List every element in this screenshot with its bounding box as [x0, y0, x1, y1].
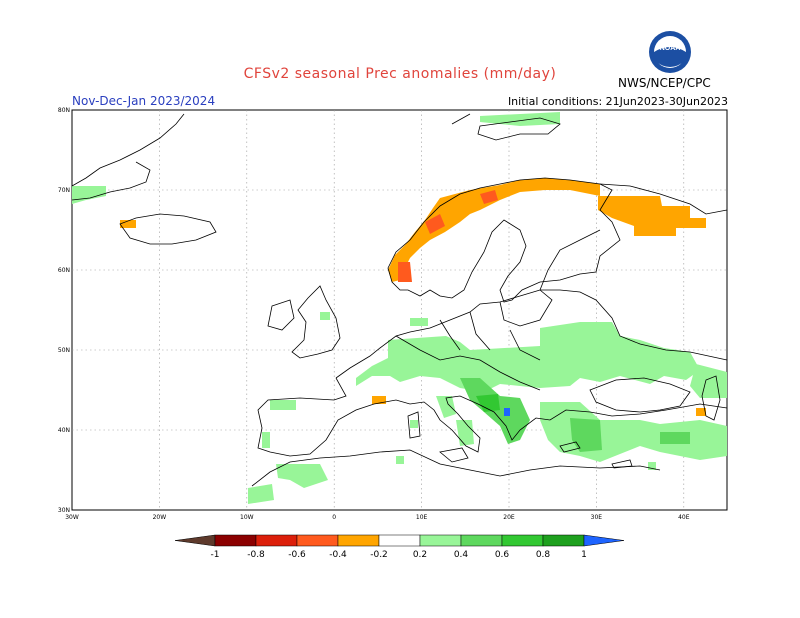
colorbar-extend-high	[583, 534, 625, 547]
colorbar-label: -0.2	[370, 550, 388, 560]
colorbar-segment	[255, 534, 298, 547]
organization-label: NWS/NCEP/CPC	[618, 76, 711, 90]
colorbar-label: 1	[581, 550, 587, 560]
lon-tick-label: 30W	[65, 514, 79, 521]
initial-conditions: Initial conditions: 21Jun2023-30Jun2023	[507, 95, 728, 108]
colorbar-label: 0.4	[454, 550, 469, 560]
forecast-period: Nov-Dec-Jan 2023/2024	[72, 94, 216, 108]
colorbar-segment	[419, 534, 462, 547]
lon-tick-label: 20E	[503, 514, 515, 521]
lon-tick-label: 40E	[678, 514, 690, 521]
colorbar: -1 -0.8 -0.6 -0.4 -0.2 0.2 0.4 0.6 0.8 1	[174, 534, 625, 560]
lat-tick-label: 30N	[58, 507, 70, 514]
logo-text: NOAA	[660, 45, 681, 52]
noaa-logo-icon: NOAA	[649, 31, 691, 73]
lat-tick-label: 70N	[58, 187, 70, 194]
colorbar-segment	[501, 534, 544, 547]
colorbar-segment	[378, 534, 421, 547]
positive-anomaly-areas	[72, 112, 727, 504]
negative-anomaly-areas	[120, 178, 706, 416]
lon-tick-label: 10E	[416, 514, 428, 521]
lon-tick-label: 30E	[591, 514, 603, 521]
lat-tick-label: 40N	[58, 427, 70, 434]
lon-tick-label: 20W	[153, 514, 167, 521]
colorbar-label: -0.6	[288, 550, 306, 560]
colorbar-label: -0.8	[247, 550, 265, 560]
colorbar-label: 0.6	[495, 550, 510, 560]
colorbar-segment	[337, 534, 380, 547]
colorbar-segment	[214, 534, 257, 547]
coastlines	[71, 113, 728, 487]
colorbar-segment	[460, 534, 503, 547]
colorbar-label: -0.4	[329, 550, 347, 560]
lat-tick-label: 60N	[58, 267, 70, 274]
strong-positive-cell	[504, 408, 510, 416]
colorbar-segment	[542, 534, 585, 547]
lat-tick-label: 80N	[58, 107, 70, 114]
map-title: CFSv2 seasonal Prec anomalies (mm/day)	[243, 66, 557, 82]
lon-tick-label: 10W	[240, 514, 254, 521]
colorbar-label: 0.8	[536, 550, 551, 560]
colorbar-segment	[296, 534, 339, 547]
lat-tick-label: 50N	[58, 347, 70, 354]
colorbar-label: 0.2	[413, 550, 427, 560]
colorbar-label: -1	[211, 550, 220, 560]
colorbar-extend-low	[174, 534, 216, 547]
lon-tick-label: 0	[332, 514, 336, 521]
